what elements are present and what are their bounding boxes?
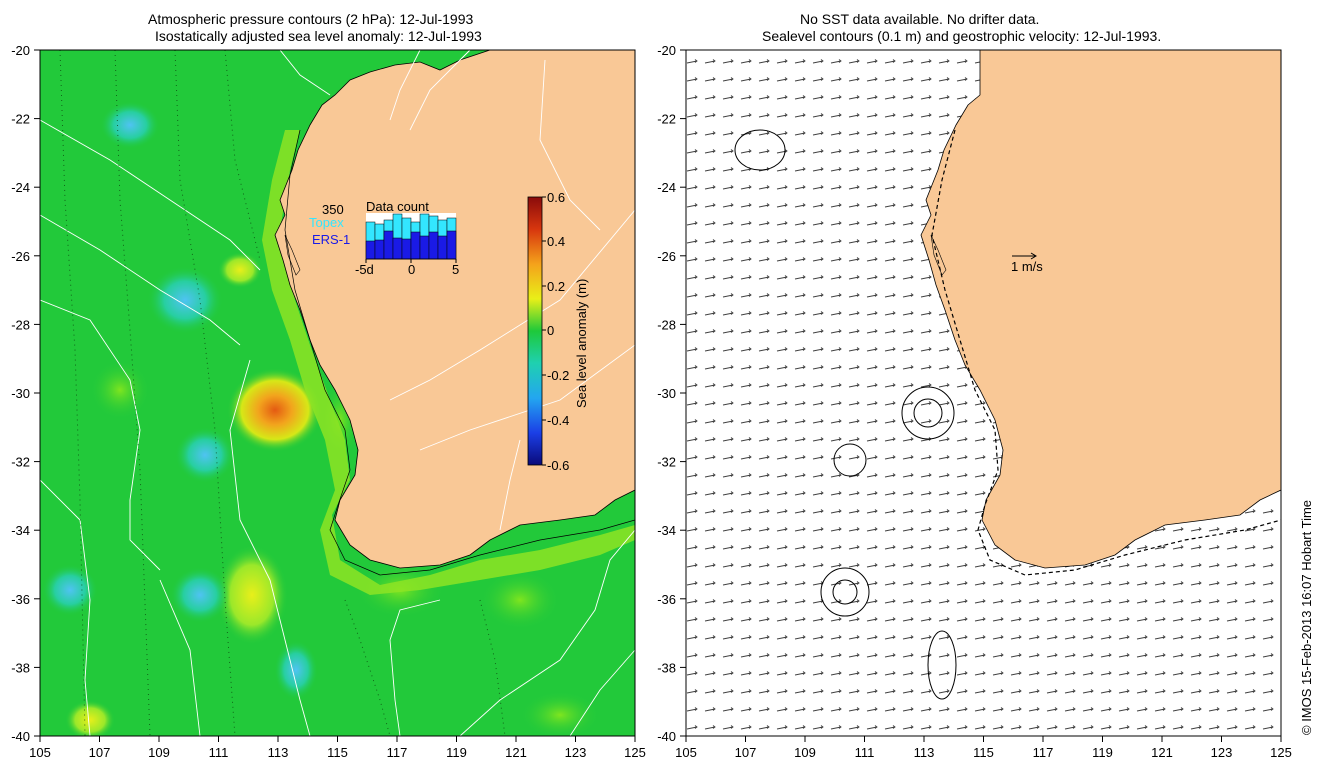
- colorbar-tick: 0: [547, 323, 554, 338]
- y-tick-label: -28: [657, 317, 676, 332]
- y-tick-label: -32: [11, 455, 30, 470]
- australia-landmass-right: [920, 50, 1281, 569]
- velocity-scale-label: 1 m/s: [1011, 259, 1043, 274]
- y-tick-label: -30: [657, 386, 676, 401]
- right-title-line1: No SST data available. No drifter data.: [800, 11, 1040, 27]
- x-tick-label: 125: [624, 745, 646, 760]
- warm-eddy-anomaly: [227, 368, 323, 452]
- x-tick-label: 113: [914, 745, 935, 760]
- y-tick-label: -40: [11, 729, 30, 744]
- inset-x-label-start: -5d: [355, 262, 374, 277]
- right-title-line2: Sealevel contours (0.1 m) and geostrophi…: [762, 28, 1162, 44]
- left-x-tick-labels: 105 107 109 111 113 115 117 119 121 123 …: [29, 745, 646, 760]
- x-tick-label: 117: [387, 745, 408, 760]
- left-y-tick-labels: -20 -22 -24 -26 -28 -30 -32 -34 -36 -38 …: [11, 43, 30, 744]
- x-tick-label: 123: [565, 745, 587, 760]
- y-tick-label: -40: [657, 729, 676, 744]
- y-tick-label: -38: [11, 660, 30, 675]
- right-y-axis: [680, 49, 686, 737]
- x-tick-label: 111: [855, 745, 875, 760]
- eddies: [734, 129, 957, 700]
- colorbar-tick: 0.6: [547, 190, 565, 205]
- left-map: [40, 50, 635, 736]
- x-tick-label: 105: [29, 745, 51, 760]
- ers1-bars: [365, 230, 457, 260]
- colorbar-label: Sea level anomaly (m): [574, 279, 589, 408]
- inset-x-label-mid: 0: [408, 262, 415, 277]
- left-y-axis: [34, 49, 40, 737]
- x-tick-label: 115: [327, 745, 348, 760]
- y-tick-label: -20: [657, 43, 676, 58]
- colorbar-tick: -0.6: [547, 458, 569, 473]
- y-tick-label: -30: [11, 386, 30, 401]
- y-tick-label: -38: [657, 660, 676, 675]
- x-tick-label: 123: [1211, 745, 1233, 760]
- inset-title: Data count: [366, 199, 429, 214]
- x-tick-label: 107: [89, 745, 111, 760]
- y-tick-label: -24: [11, 180, 30, 195]
- y-tick-label: -34: [657, 523, 676, 538]
- right-y-tick-labels: -20 -22 -24 -26 -28 -30 -32 -34 -36 -38 …: [657, 43, 676, 744]
- right-x-axis: [685, 736, 1282, 742]
- left-title-line2: Isostatically adjusted sea level anomaly…: [155, 28, 482, 44]
- imos-credit: © IMOS 15-Feb-2013 16:07 Hobart Time: [1299, 499, 1314, 735]
- y-tick-label: -34: [11, 523, 30, 538]
- y-tick-label: -26: [11, 249, 30, 264]
- x-tick-label: 117: [1033, 745, 1054, 760]
- australia-landmass: [274, 50, 635, 569]
- x-tick-label: 113: [268, 745, 289, 760]
- y-tick-label: -26: [657, 249, 676, 264]
- y-tick-label: -36: [11, 592, 30, 607]
- x-tick-label: 119: [446, 745, 467, 760]
- x-tick-label: 105: [675, 745, 697, 760]
- y-tick-label: -24: [657, 180, 676, 195]
- x-tick-label: 109: [148, 745, 170, 760]
- y-tick-label: -28: [11, 317, 30, 332]
- x-tick-label: 107: [735, 745, 757, 760]
- data-count-inset: Data count 350 Topex ERS-1 -5d 0 5: [309, 199, 459, 277]
- colorbar-tick: 0.4: [547, 234, 565, 249]
- y-tick-label: -20: [11, 43, 30, 58]
- x-tick-label: 121: [505, 745, 527, 760]
- inset-x-label-end: 5: [452, 262, 459, 277]
- y-tick-label: -22: [11, 112, 30, 127]
- colorbar-tick: -0.2: [547, 368, 569, 383]
- x-tick-label: 125: [1270, 745, 1292, 760]
- ers1-legend: ERS-1: [312, 232, 350, 247]
- sea-level-colorbar: 0.6 0.4 0.2 0 -0.2 -0.4 -0.6 Sea level a…: [527, 190, 589, 473]
- x-tick-label: 121: [1151, 745, 1173, 760]
- topex-legend: Topex: [309, 215, 344, 230]
- x-tick-label: 115: [973, 745, 994, 760]
- colorbar-tick: -0.4: [547, 413, 569, 428]
- right-map: [686, 50, 1281, 736]
- colorbar-tick: 0.2: [547, 279, 565, 294]
- x-tick-label: 119: [1092, 745, 1113, 760]
- y-tick-label: -36: [657, 592, 676, 607]
- left-title-line1: Atmospheric pressure contours (2 hPa): 1…: [148, 11, 474, 27]
- x-tick-label: 111: [209, 745, 229, 760]
- left-x-axis: [39, 736, 636, 742]
- velocity-scale: 1 m/s: [1011, 252, 1043, 274]
- y-tick-label: -32: [657, 455, 676, 470]
- inset-max-count: 350: [322, 202, 344, 217]
- y-tick-label: -22: [657, 112, 676, 127]
- x-tick-label: 109: [794, 745, 816, 760]
- right-x-tick-labels: 105 107 109 111 113 115 117 119 121 123 …: [675, 745, 1292, 760]
